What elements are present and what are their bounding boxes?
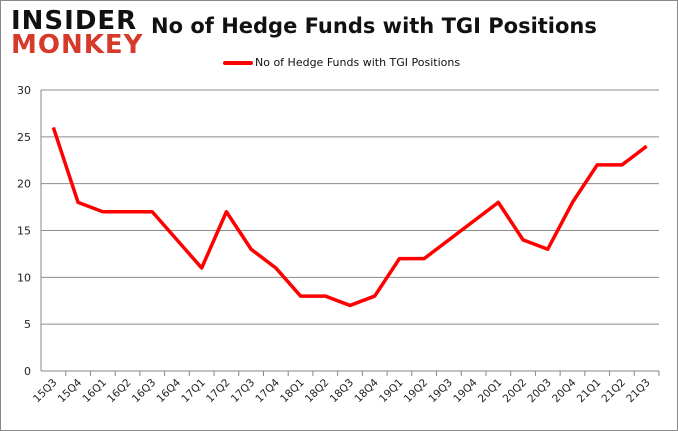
x-tick-label: 16Q3 xyxy=(130,377,159,406)
x-tick-label: 16Q2 xyxy=(105,377,134,406)
y-tick-label: 15 xyxy=(17,225,31,238)
y-tick-label: 10 xyxy=(17,271,31,284)
x-tick-label: 16Q4 xyxy=(155,376,184,405)
x-tick-label: 19Q4 xyxy=(451,376,480,405)
y-tick-label: 0 xyxy=(24,365,31,378)
x-tick-label: 16Q1 xyxy=(80,377,109,406)
x-tick-label: 18Q2 xyxy=(303,377,332,406)
y-tick-label: 20 xyxy=(17,178,31,191)
x-tick-label: 18Q4 xyxy=(352,376,381,405)
insider-monkey-logo: INSIDER MONKEY xyxy=(11,6,144,60)
x-tick-label: 17Q4 xyxy=(253,376,282,405)
x-tick-label: 21Q3 xyxy=(624,377,653,406)
x-tick-label: 20Q4 xyxy=(550,376,579,405)
legend-swatch xyxy=(223,60,253,65)
x-tick-label: 15Q4 xyxy=(56,376,85,405)
y-tick-label: 25 xyxy=(17,131,31,144)
legend-label: No of Hedge Funds with TGI Positions xyxy=(255,56,461,69)
x-tick-label: 20Q1 xyxy=(476,377,505,406)
logo-line2: MONKEY xyxy=(11,30,144,60)
chart-title: No of Hedge Funds with TGI Positions xyxy=(151,14,597,38)
x-tick-label: 19Q2 xyxy=(402,377,431,406)
x-tick-label: 17Q1 xyxy=(179,377,208,406)
x-tick-label: 21Q2 xyxy=(600,377,629,406)
legend: No of Hedge Funds with TGI Positions xyxy=(223,56,460,69)
x-tick-label: 21Q1 xyxy=(575,377,604,406)
y-tick-label: 30 xyxy=(17,84,31,97)
x-tick-label: 20Q3 xyxy=(525,377,554,406)
y-tick-label: 5 xyxy=(24,318,31,331)
x-tick-label: 19Q1 xyxy=(377,377,406,406)
x-tick-label: 18Q3 xyxy=(328,377,357,406)
x-tick-label: 15Q3 xyxy=(31,377,60,406)
x-tick-label: 19Q3 xyxy=(426,377,455,406)
x-tick-label: 17Q2 xyxy=(204,377,233,406)
x-tick-label: 20Q2 xyxy=(501,377,530,406)
x-tick-label: 17Q3 xyxy=(229,377,258,406)
logo-line1: INSIDER xyxy=(11,6,138,36)
series-line xyxy=(51,126,648,308)
x-tick-label: 18Q1 xyxy=(278,377,307,406)
